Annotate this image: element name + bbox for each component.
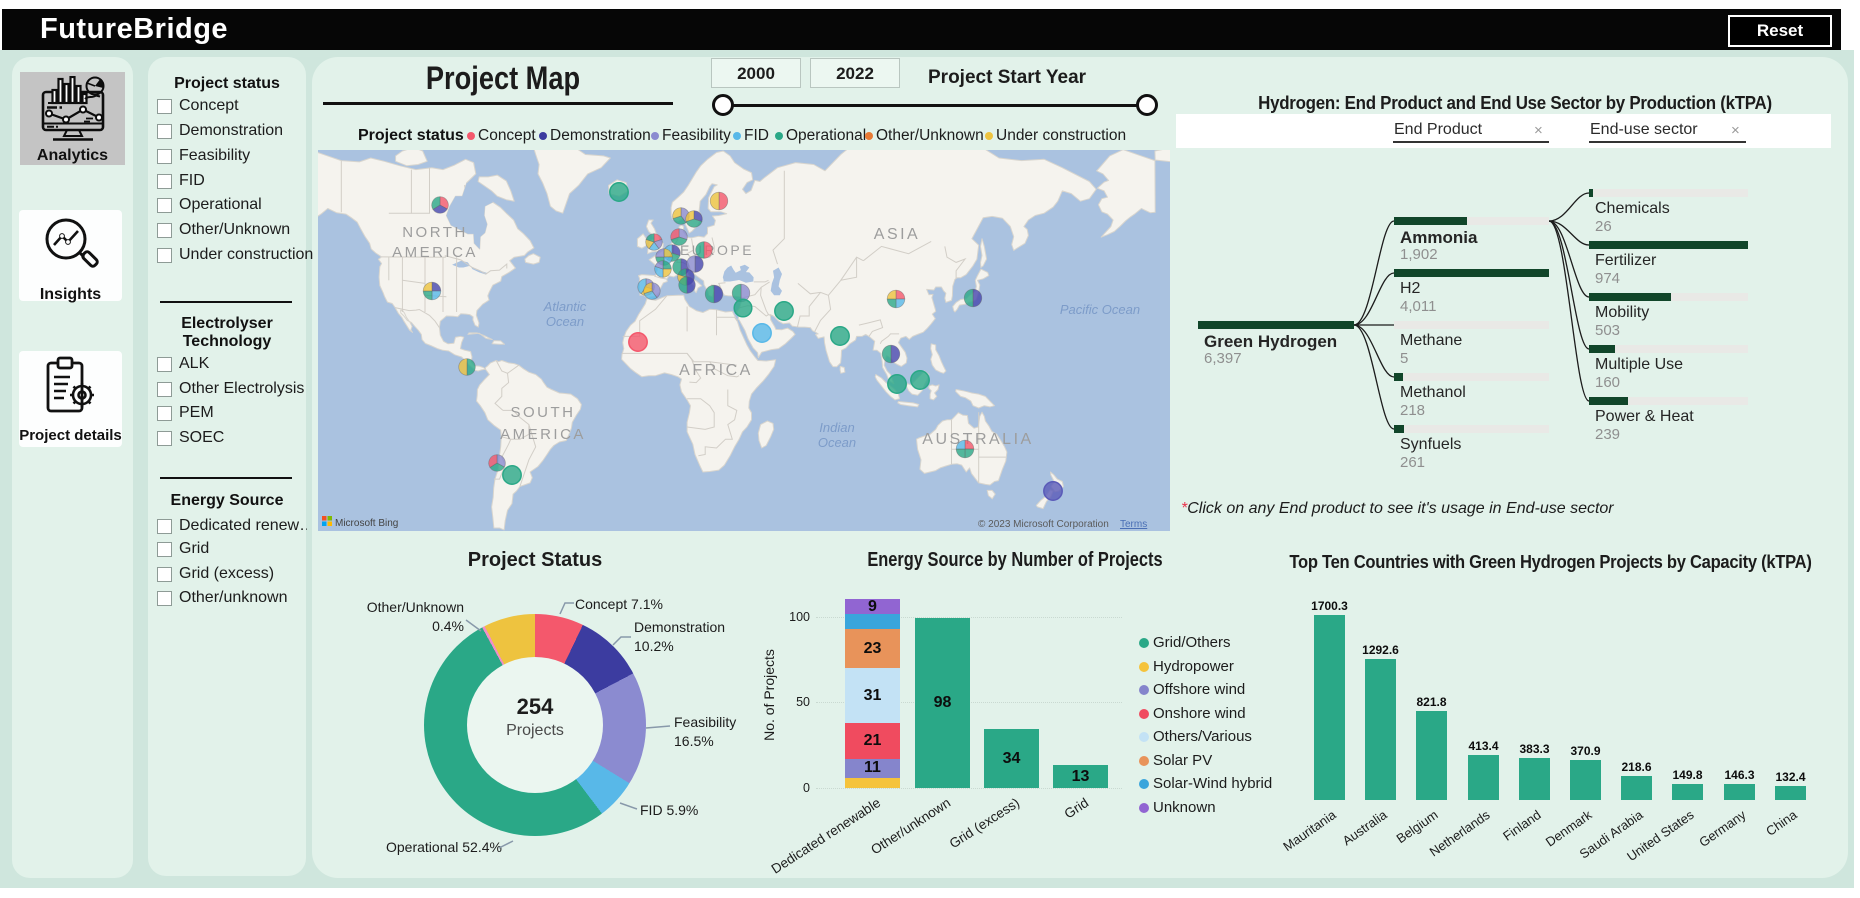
svg-text:AFRICA: AFRICA <box>679 362 753 379</box>
svg-text:© 2023 Microsoft Corporation: © 2023 Microsoft Corporation <box>978 519 1109 530</box>
svg-text:NORTH: NORTH <box>402 224 468 241</box>
svg-text:AMERICA: AMERICA <box>500 426 586 443</box>
svg-text:EUROPE: EUROPE <box>680 242 754 258</box>
svg-text:AUSTRALIA: AUSTRALIA <box>922 431 1033 448</box>
svg-text:Atlantic: Atlantic <box>543 299 587 314</box>
svg-text:Ocean: Ocean <box>818 435 856 450</box>
svg-text:Ocean: Ocean <box>546 314 584 329</box>
svg-text:ASIA: ASIA <box>874 226 920 243</box>
svg-text:SOUTH: SOUTH <box>511 404 576 421</box>
svg-text:Terms: Terms <box>1120 519 1147 530</box>
svg-text:Microsoft Bing: Microsoft Bing <box>335 518 398 529</box>
svg-text:Pacific Ocean: Pacific Ocean <box>1060 302 1140 317</box>
svg-text:AMERICA: AMERICA <box>392 244 478 261</box>
svg-text:Indian: Indian <box>819 420 854 435</box>
